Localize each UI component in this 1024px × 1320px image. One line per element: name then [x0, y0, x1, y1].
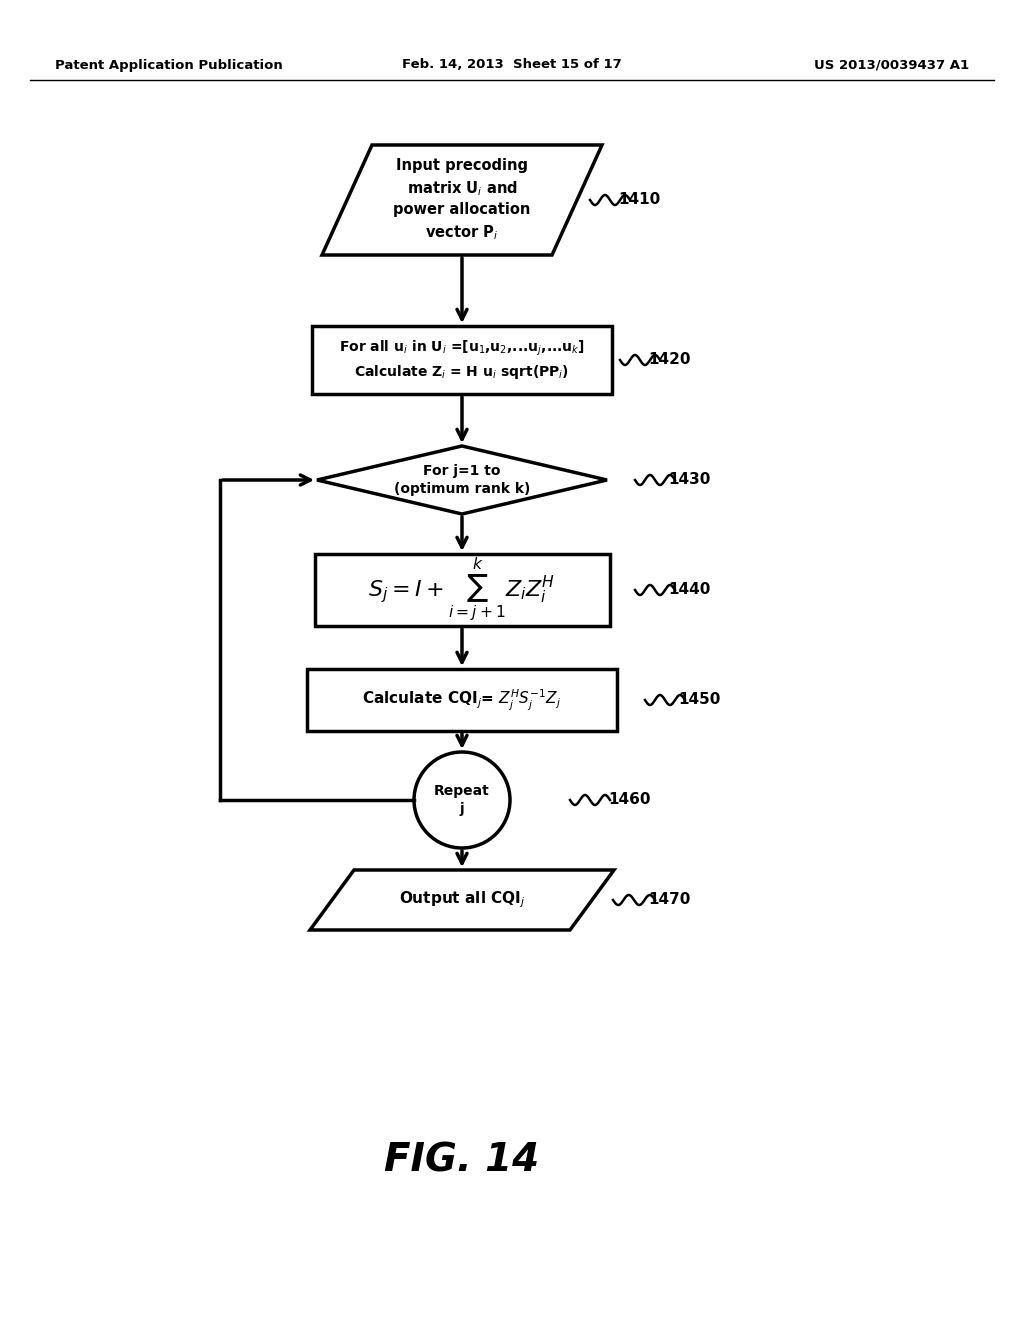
- Text: FIG. 14: FIG. 14: [384, 1140, 540, 1179]
- Text: 1450: 1450: [678, 693, 720, 708]
- Bar: [314, 554, 609, 626]
- Text: Repeat
j: Repeat j: [434, 784, 489, 816]
- Text: Patent Application Publication: Patent Application Publication: [55, 58, 283, 71]
- Bar: [307, 669, 617, 731]
- Text: 1430: 1430: [668, 473, 711, 487]
- Text: Calculate CQI$_j$= $Z_j^H S_j^{-1} Z_j$: Calculate CQI$_j$= $Z_j^H S_j^{-1} Z_j$: [362, 688, 561, 713]
- Bar: [312, 326, 612, 393]
- Text: 1470: 1470: [648, 892, 690, 908]
- Text: 1410: 1410: [618, 193, 660, 207]
- Text: Input precoding
matrix U$_i$ and
power allocation
vector P$_i$: Input precoding matrix U$_i$ and power a…: [393, 158, 530, 242]
- Text: 1420: 1420: [648, 352, 690, 367]
- Text: 1460: 1460: [608, 792, 650, 808]
- Text: Output all CQI$_j$: Output all CQI$_j$: [398, 890, 525, 911]
- Circle shape: [414, 752, 510, 847]
- Polygon shape: [317, 446, 607, 513]
- Text: US 2013/0039437 A1: US 2013/0039437 A1: [814, 58, 969, 71]
- Text: For j=1 to
(optimum rank k): For j=1 to (optimum rank k): [394, 463, 530, 496]
- Text: For all u$_i$ in U$_i$ =[u$_1$,u$_2$,...u$_j$,...u$_k$]
Calculate Z$_i$ = H u$_i: For all u$_i$ in U$_i$ =[u$_1$,u$_2$,...…: [339, 339, 585, 381]
- Text: 1440: 1440: [668, 582, 711, 598]
- Text: Feb. 14, 2013  Sheet 15 of 17: Feb. 14, 2013 Sheet 15 of 17: [402, 58, 622, 71]
- Polygon shape: [322, 145, 602, 255]
- Text: $S_j = I + \sum_{i=j+1}^{k} Z_i Z_i^H$: $S_j = I + \sum_{i=j+1}^{k} Z_i Z_i^H$: [369, 556, 556, 624]
- Polygon shape: [310, 870, 614, 931]
